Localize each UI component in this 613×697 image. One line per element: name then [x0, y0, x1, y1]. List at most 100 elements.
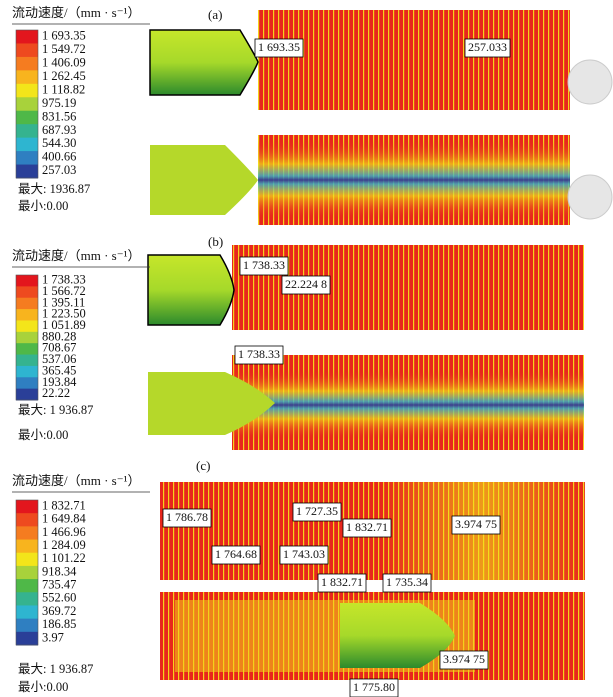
annotation-text: 22.224 8	[285, 277, 327, 291]
annotation: 1 775.80	[350, 679, 398, 697]
legend-value: 1 466.96	[42, 525, 86, 539]
axis-icon	[568, 60, 612, 104]
axis-icon	[568, 175, 612, 219]
legend-value: 975.19	[42, 96, 76, 110]
annotation: 257.033	[465, 39, 510, 57]
color-swatch	[16, 343, 38, 355]
annotation-text: 3.974 75	[455, 517, 497, 531]
color-swatch	[16, 151, 38, 165]
legend-value: 1 284.09	[42, 538, 86, 552]
flow-core	[258, 140, 570, 220]
annotation: 1 832.71	[343, 519, 391, 537]
legend-value: 1 406.09	[42, 56, 86, 70]
legend-value: 1 549.72	[42, 42, 86, 56]
min-value: 最小:0.00	[18, 428, 68, 442]
max-value: 最大: 1 936.87	[18, 403, 93, 417]
legend-value: 1 649.84	[42, 512, 87, 526]
annotation-text: 1 832.71	[346, 520, 388, 534]
legend-value: 400.66	[42, 150, 76, 164]
color-swatch	[16, 389, 38, 401]
panel-label: (a)	[208, 7, 222, 22]
figure: (a)流动速度/（mm · s⁻¹）1 693.351 549.721 406.…	[0, 0, 613, 697]
annotation: 1 738.33	[235, 346, 283, 364]
legend-title: 流动速度/（mm · s⁻¹）	[12, 248, 140, 263]
flow-field	[258, 10, 570, 110]
flow-core	[232, 370, 584, 440]
annotation-text: 1 738.33	[243, 258, 285, 272]
legend-value: 1 262.45	[42, 69, 86, 83]
annotation-text: 1 735.34	[386, 575, 428, 589]
color-swatch	[16, 275, 38, 287]
min-value: 最小:0.00	[18, 680, 68, 694]
legend-value: 831.56	[42, 109, 76, 123]
annotation: 1 764.68	[212, 546, 260, 564]
annotation: 1 738.33	[240, 257, 288, 275]
projectile	[150, 145, 258, 215]
legend-value: 257.03	[42, 163, 76, 177]
legend-value: 3.97	[42, 630, 64, 644]
legend-value: 544.30	[42, 136, 76, 150]
color-swatch	[16, 355, 38, 367]
annotation-text: 1 743.03	[283, 547, 325, 561]
color-swatch	[16, 309, 38, 321]
color-swatch	[16, 124, 38, 138]
legend-value: 1 118.82	[42, 82, 85, 96]
color-swatch	[16, 500, 38, 514]
color-swatch	[16, 553, 38, 567]
annotation-text: 1 764.68	[215, 547, 257, 561]
annotation-text: 1 738.33	[238, 347, 280, 361]
color-swatch	[16, 579, 38, 593]
panel-label: (c)	[196, 458, 210, 473]
color-swatch	[16, 513, 38, 527]
legend-value: 22.22	[42, 386, 70, 400]
color-swatch	[16, 619, 38, 633]
color-swatch	[16, 320, 38, 332]
annotation-text: 1 775.80	[353, 680, 395, 694]
color-swatch	[16, 97, 38, 111]
annotation: 22.224 8	[282, 276, 330, 294]
color-swatch	[16, 286, 38, 298]
legend-value: 687.93	[42, 123, 76, 137]
legend-title: 流动速度/（mm · s⁻¹）	[12, 5, 140, 20]
color-swatch	[16, 366, 38, 378]
legend-value: 1 101.22	[42, 551, 86, 565]
color-swatch	[16, 605, 38, 619]
color-swatch	[16, 138, 38, 152]
color-swatch	[16, 526, 38, 540]
color-swatch	[16, 70, 38, 84]
max-value: 最大: 1936.87	[18, 182, 90, 196]
legend-value: 735.47	[42, 578, 76, 592]
annotation-text: 1 693.35	[258, 40, 300, 54]
legend-value: 918.34	[42, 564, 77, 578]
panel-label: (b)	[208, 234, 223, 249]
color-swatch	[16, 540, 38, 554]
annotation: 1 743.03	[280, 546, 328, 564]
color-swatch	[16, 57, 38, 71]
legend-value: 186.85	[42, 617, 76, 631]
legend-value: 1 832.71	[42, 498, 86, 512]
max-value: 最大: 1 936.87	[18, 662, 93, 676]
legend-title: 流动速度/（mm · s⁻¹）	[12, 473, 140, 488]
projectile	[150, 30, 258, 95]
annotation: 1 786.78	[163, 509, 211, 527]
annotation: 1 735.34	[383, 574, 431, 592]
annotation-text: 1 786.78	[166, 510, 208, 524]
color-swatch	[16, 632, 38, 646]
color-swatch	[16, 43, 38, 57]
annotation: 1 693.35	[255, 39, 303, 57]
legend-value: 1 693.35	[42, 29, 86, 43]
projectile	[148, 255, 234, 325]
color-swatch	[16, 332, 38, 344]
annotation-text: 3.974 75	[443, 652, 485, 666]
color-swatch	[16, 84, 38, 98]
annotation-text: 1 832.71	[321, 575, 363, 589]
color-swatch	[16, 592, 38, 606]
annotation: 1 727.35	[293, 503, 341, 521]
annotation-text: 257.033	[468, 40, 507, 54]
min-value: 最小:0.00	[18, 199, 68, 213]
annotation: 3.974 75	[440, 651, 488, 669]
annotation-text: 1 727.35	[296, 504, 338, 518]
color-swatch	[16, 377, 38, 389]
legend-value: 369.72	[42, 604, 76, 618]
annotation: 3.974 75	[452, 516, 500, 534]
